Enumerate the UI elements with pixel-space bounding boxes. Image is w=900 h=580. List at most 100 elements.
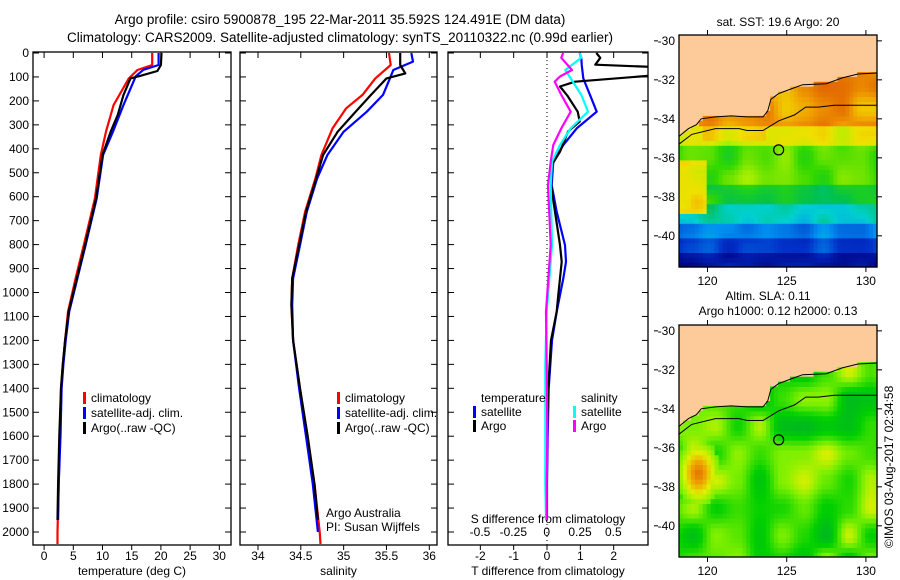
map-cell — [782, 189, 787, 195]
map-cell — [865, 479, 870, 485]
map-cell — [829, 542, 835, 548]
map-cell — [817, 410, 823, 417]
map-cell — [821, 430, 827, 436]
map-cell — [821, 454, 827, 461]
lon-tick-label: 130 — [856, 564, 876, 578]
map-cell — [805, 111, 811, 117]
map-cell — [837, 449, 842, 456]
map-cell — [706, 459, 712, 465]
map-cell — [686, 145, 692, 151]
map-cell — [742, 193, 747, 200]
map-cell — [841, 174, 846, 180]
map-cell — [829, 213, 835, 219]
map-cell — [817, 552, 823, 558]
map-cell — [706, 242, 712, 249]
map-cell — [861, 430, 866, 436]
map-cell — [746, 410, 751, 417]
map-cell — [829, 106, 835, 112]
map-cell — [679, 479, 684, 485]
map-cell — [754, 115, 759, 122]
panel-difference: -2 -1 0 1 2T difference from climatology-0.5… — [447, 51, 649, 578]
sla-map: 120 125 130-30-32-34-36-38-40 — [654, 320, 882, 578]
map-cell — [710, 503, 716, 509]
map-cell — [789, 410, 795, 417]
map-cell — [865, 150, 870, 156]
map-cell — [849, 401, 854, 407]
map-cell — [686, 508, 692, 514]
map-cell — [837, 164, 842, 171]
map-cell — [758, 223, 763, 229]
map-cell — [742, 444, 747, 451]
map-cell — [821, 218, 827, 224]
map-cell — [698, 257, 704, 263]
map-cell — [873, 237, 878, 244]
map-cell — [857, 440, 862, 446]
map-cell — [770, 552, 775, 558]
map-cell — [762, 115, 767, 122]
map-cell — [789, 435, 795, 441]
map-cell — [694, 203, 700, 210]
map-cell — [833, 135, 838, 141]
map-cell — [738, 479, 743, 485]
map-cell — [698, 425, 704, 431]
map-cell — [861, 237, 866, 244]
map-cell — [837, 86, 842, 93]
map-cell — [698, 444, 704, 451]
map-cell — [730, 189, 736, 195]
map-cell — [718, 179, 724, 185]
map-cell — [789, 247, 795, 253]
map-cell — [774, 444, 779, 451]
map-cell — [865, 537, 870, 543]
map-cell — [841, 396, 846, 402]
map-cell — [762, 262, 767, 268]
map-cell — [718, 537, 724, 543]
map-cell — [762, 483, 767, 490]
map-cell — [789, 213, 795, 219]
map-cell — [809, 130, 815, 136]
map-cell — [797, 425, 803, 431]
map-cell — [793, 464, 799, 470]
map-cell — [813, 537, 819, 543]
map-cell — [690, 193, 696, 200]
map-cell — [722, 145, 728, 151]
map-cell — [718, 223, 724, 229]
map-cell — [734, 518, 739, 524]
map-cell — [841, 401, 846, 407]
map-cell — [686, 430, 692, 436]
map-cell — [861, 483, 866, 490]
map-cell — [853, 469, 858, 475]
map-cell — [857, 430, 862, 436]
map-cell — [730, 213, 736, 219]
map-cell — [726, 522, 732, 529]
map-cell — [714, 508, 720, 514]
map-cell — [738, 193, 743, 200]
map-cell — [861, 362, 866, 368]
map-cell — [738, 208, 743, 214]
map-cell — [722, 508, 728, 514]
map-cell — [789, 440, 795, 446]
map-cell — [825, 154, 831, 161]
map-cell — [738, 440, 743, 446]
map-cell — [813, 252, 819, 258]
map-cell — [837, 125, 842, 132]
map-cell — [841, 150, 846, 156]
map-cell — [758, 208, 763, 214]
map-cell — [801, 513, 807, 519]
map-cell — [809, 449, 815, 456]
map-cell — [873, 213, 878, 219]
map-cell — [841, 469, 846, 475]
map-cell — [766, 552, 771, 558]
map-cell — [738, 430, 743, 436]
map-cell — [718, 459, 724, 465]
map-cell — [789, 140, 795, 146]
map-cell — [722, 174, 728, 180]
map-cell — [754, 179, 759, 185]
map-cell — [785, 508, 791, 514]
map-cell — [690, 518, 696, 524]
map-cell — [774, 120, 779, 127]
map-cell — [873, 174, 878, 180]
map-cell — [774, 154, 779, 161]
map-cell — [770, 430, 775, 436]
map-cell — [809, 547, 815, 553]
